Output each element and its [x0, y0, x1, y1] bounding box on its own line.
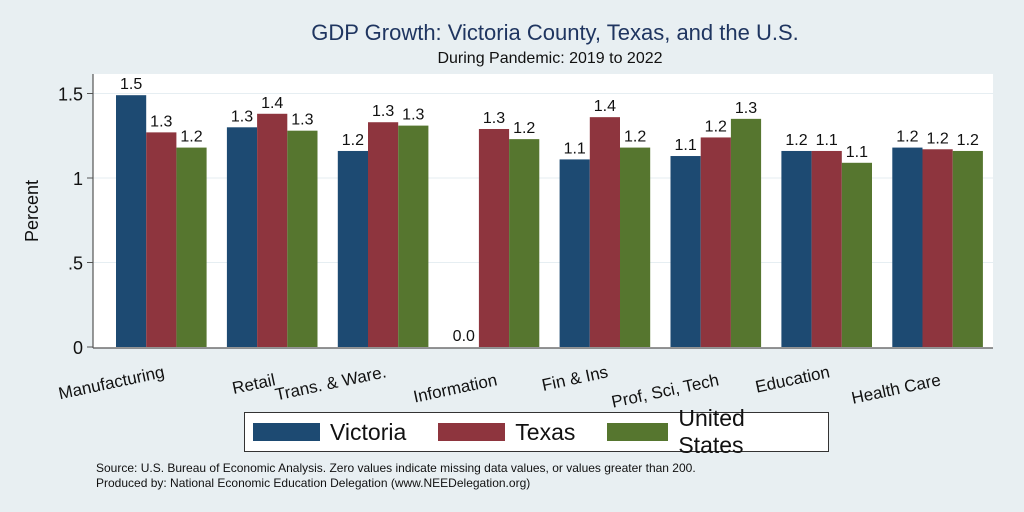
- bar-united-states: [287, 130, 318, 347]
- data-label: 1.3: [735, 100, 757, 117]
- x-tick-label: Fin & Ins: [540, 362, 610, 395]
- data-label: 1.3: [150, 113, 172, 130]
- data-label: 1.2: [513, 120, 535, 137]
- legend-item-texas: Texas: [438, 419, 575, 446]
- data-label: 1.1: [564, 140, 586, 157]
- bar-united-states: [952, 150, 983, 347]
- y-axis-label: Percent: [22, 180, 42, 242]
- y-tick-label: 0: [73, 338, 83, 358]
- bar-victoria: [670, 156, 701, 347]
- bar-victoria: [781, 150, 812, 347]
- bar-united-states: [398, 125, 429, 347]
- data-label: 1.2: [705, 118, 727, 135]
- bar-texas: [811, 150, 842, 347]
- legend-label: Texas: [515, 418, 576, 445]
- bar-united-states: [620, 147, 651, 347]
- x-tick-label: Manufacturing: [57, 362, 166, 403]
- source-note: Source: U.S. Bureau of Economic Analysis…: [96, 461, 696, 475]
- data-label: 1.4: [594, 98, 616, 115]
- bar-victoria: [337, 150, 368, 347]
- data-label: 1.4: [261, 95, 283, 112]
- produced-by-note: Produced by: National Economic Education…: [96, 476, 531, 490]
- y-tick-label: .5: [68, 254, 83, 274]
- bar-texas: [257, 113, 288, 347]
- x-tick-label: Education: [754, 362, 832, 396]
- x-tick-label: Retail: [231, 370, 277, 398]
- data-label: 1.2: [926, 130, 948, 147]
- data-label: 1.2: [624, 129, 646, 146]
- data-label: 1.3: [372, 103, 394, 120]
- bar-texas: [478, 128, 510, 347]
- data-label: 1.2: [785, 132, 807, 149]
- data-label: 1.1: [674, 137, 696, 154]
- chart-title: GDP Growth: Victoria County, Texas, and …: [311, 20, 799, 45]
- data-label: 1.3: [483, 110, 505, 127]
- legend-swatch-victoria: [253, 423, 320, 441]
- legend-swatch-united-states: [607, 423, 669, 441]
- data-label: 1.2: [896, 129, 918, 146]
- data-label: 1.2: [342, 132, 364, 149]
- y-tick-label: 1: [73, 169, 83, 189]
- legend-item-victoria: Victoria: [253, 419, 406, 446]
- data-label: 1.2: [180, 129, 202, 146]
- data-label: 1.3: [402, 107, 424, 124]
- data-label: 1.3: [291, 112, 313, 129]
- bar-united-states: [509, 139, 540, 347]
- bar-victoria: [116, 95, 147, 347]
- bar-united-states: [841, 162, 872, 347]
- bar-victoria: [892, 147, 923, 347]
- bar-texas: [589, 117, 620, 347]
- data-label: 1.2: [957, 132, 979, 149]
- chart-subtitle: During Pandemic: 2019 to 2022: [437, 50, 663, 67]
- legend-swatch-texas: [438, 423, 506, 441]
- data-label: 0.0: [453, 328, 475, 345]
- legend-label: Victoria: [330, 418, 407, 445]
- bar-united-states: [730, 118, 762, 347]
- data-label: 1.5: [120, 76, 142, 93]
- bar-texas: [368, 122, 399, 347]
- data-label: 1.1: [816, 132, 838, 149]
- bar-victoria: [226, 127, 258, 347]
- x-tick-label: Information: [412, 370, 499, 406]
- legend-label: United States: [678, 405, 745, 458]
- bar-texas: [922, 149, 953, 347]
- x-tick-label: Health Care: [850, 370, 943, 407]
- x-tick-label: Trans. & Ware.: [273, 362, 388, 404]
- legend: Victoria Texas United States: [244, 405, 829, 458]
- legend-item-united-states: United States: [607, 405, 804, 459]
- data-label: 1.3: [231, 108, 253, 125]
- bar-united-states: [176, 147, 207, 347]
- bar-texas: [700, 137, 731, 347]
- bar-texas: [146, 132, 177, 347]
- bar-victoria: [559, 159, 590, 347]
- y-tick-label: 1.5: [58, 85, 83, 105]
- data-label: 1.1: [846, 144, 868, 161]
